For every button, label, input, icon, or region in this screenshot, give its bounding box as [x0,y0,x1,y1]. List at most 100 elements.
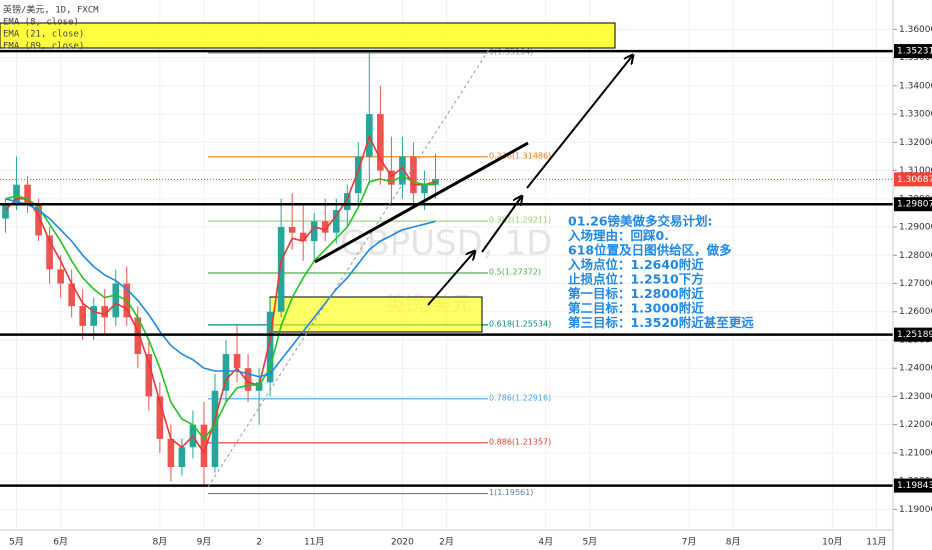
candle-body [277,227,285,312]
price-tag-label: 1.19843 [897,481,932,491]
x-tick-label: 2月 [439,537,454,548]
candle-body [211,390,219,468]
plan-text: 第二目标：1.3000附近 [568,301,704,316]
candle-body [410,156,417,194]
legend-entry: EMA (89, close) [3,42,84,52]
fib-label: 0.382(1.29211) [489,216,551,225]
candle-body [222,354,230,391]
price-tag-label: 1.29807 [897,200,932,210]
legend-entry: EMA (8, close) [3,18,79,28]
x-tick-label: 4月 [538,537,553,548]
candle-body [178,447,186,468]
candle-body [90,306,98,326]
ema-line [5,198,436,378]
candle-body [167,438,175,468]
fib-label: 0.786(1.22916) [489,393,551,402]
candle-body [321,221,329,233]
candle-body [35,204,42,236]
x-tick-label: 10月 [822,537,842,548]
y-tick-label: 1.33000 [899,110,932,120]
candle-body [354,156,362,194]
candle-body [343,193,351,211]
candle-body [266,311,274,383]
price-tag [894,197,932,212]
candle-body [156,396,164,439]
x-tick-label: 2020 [391,538,414,548]
y-tick-label: 1.19000 [899,505,932,515]
candle-body [244,368,252,391]
candle-body [310,221,318,242]
y-tick-label: 1.28000 [899,251,932,261]
x-tick-label: 11月 [304,537,324,548]
y-tick-label: 1.36000 [899,25,932,35]
x-tick-label: 5月 [582,537,597,548]
plan-text: 止损点位：1.2510下方 [568,272,704,287]
ema-line [4,134,436,455]
candle-body [2,204,9,219]
x-tick-label: 8月 [726,537,741,548]
candle-body [332,210,340,233]
candle-body [200,424,208,468]
arrow [481,196,522,253]
candle-body [79,306,86,326]
candle-body [255,382,263,391]
arrow [427,251,475,306]
fib-label: 0.886(1.21357) [489,437,551,446]
legend-title: 英镑/美元, 1D, FXCM [3,4,99,16]
price-tag [894,478,932,493]
y-tick-label: 1.29000 [899,223,932,233]
highlight-box [0,22,616,49]
candle-body [421,184,428,194]
y-tick-label: 1.21000 [899,448,932,458]
price-tag [894,44,932,59]
candle-body [13,184,20,205]
watermark: GBPUSD, 1D [340,224,552,264]
y-tick-label: 1.34000 [899,81,932,91]
candle-body [388,170,395,185]
y-tick-label: 1.32000 [899,138,932,148]
candle-body [399,156,406,185]
x-tick-label: 11月 [866,537,886,548]
fib-label: 0.618(1.25534) [489,319,551,328]
candle-body [299,232,307,242]
y-tick-label: 1.23000 [899,392,932,402]
candle-body [68,283,75,307]
plan-text: 入场理由：回踩0. [568,228,669,243]
fib-label: 1(1.19561) [489,488,533,497]
plan-text: 618位置及日图供给区，做多 [568,243,732,258]
x-tick-label: 2 [256,538,262,548]
price-tag [894,172,932,187]
y-tick-label: 1.35000 [899,53,932,63]
x-tick-label: 8月 [152,537,167,548]
candle-body [57,269,64,284]
fib-label: 0.5(1.27372) [489,267,541,276]
fib-trend [207,47,491,488]
arrow [526,55,633,189]
x-tick-label: 5月 [9,537,24,548]
candle-body [288,227,296,233]
candle-body [112,283,120,318]
candle-body [233,354,241,369]
candle-body [24,184,31,205]
y-tick-label: 1.24000 [899,364,932,374]
y-tick-label: 1.31000 [899,166,932,176]
x-tick-label: 6月 [53,537,68,548]
candle-body [46,235,53,270]
x-tick-label: 9月 [197,537,212,548]
y-tick-label: 1.22000 [899,420,932,430]
plan-text: 01.26镑美做多交易计划: [568,214,713,229]
y-tick-label: 1.27000 [899,279,932,289]
ema-line [5,175,436,441]
fib-label: 0.236(1.31486) [489,151,551,160]
candle-body [145,354,153,397]
price-tag [894,327,932,342]
price-tag-label: 1.30687 [897,175,932,185]
price-tag-label: 1.25189 [897,330,932,340]
candle-body [101,306,109,318]
x-tick-label: 7月 [682,537,697,548]
plan-text: 第一目标：1.2800附近 [568,286,704,301]
price-tag-label: 1.35231 [897,47,932,57]
plan-text: 入场点位：1.2640附近 [568,257,704,272]
